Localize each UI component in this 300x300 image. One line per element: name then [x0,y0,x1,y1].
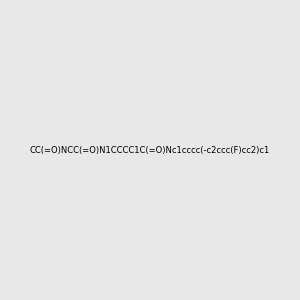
Text: CC(=O)NCC(=O)N1CCCC1C(=O)Nc1cccc(-c2ccc(F)cc2)c1: CC(=O)NCC(=O)N1CCCC1C(=O)Nc1cccc(-c2ccc(… [30,146,270,154]
